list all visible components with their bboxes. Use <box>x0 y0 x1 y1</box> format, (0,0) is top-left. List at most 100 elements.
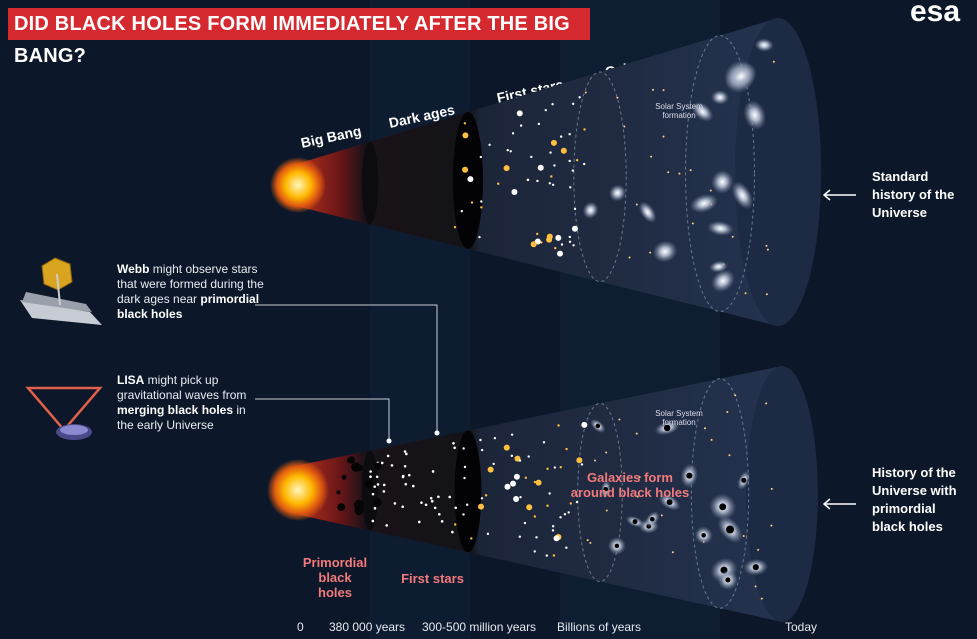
connector <box>255 304 438 440</box>
star <box>373 507 377 510</box>
section <box>577 402 623 583</box>
cone-end <box>746 366 818 622</box>
star <box>407 473 411 477</box>
star <box>731 235 734 238</box>
star <box>518 535 522 538</box>
star <box>404 482 408 486</box>
section <box>685 35 755 313</box>
black-hole <box>337 503 346 512</box>
star <box>689 169 692 172</box>
star <box>628 256 631 259</box>
star <box>533 480 537 484</box>
black-hole <box>373 498 382 507</box>
star <box>386 454 390 458</box>
star <box>770 487 773 490</box>
note-text: might pick up gravitational waves from <box>117 373 247 402</box>
star <box>575 500 579 504</box>
stage-label: Big Bang <box>299 123 362 151</box>
star <box>401 505 404 509</box>
star <box>546 236 553 243</box>
lisa-note: LISA might pick up gravitational waves f… <box>117 373 257 433</box>
star <box>671 551 674 554</box>
star <box>660 514 663 517</box>
star <box>559 465 562 469</box>
star <box>513 495 520 502</box>
star <box>519 495 522 499</box>
star <box>618 418 621 421</box>
star <box>511 188 518 195</box>
connector-dot <box>434 430 440 436</box>
star <box>757 548 760 551</box>
star <box>371 519 375 523</box>
black-hole <box>666 499 673 506</box>
star <box>742 535 745 538</box>
big-bang <box>267 459 329 521</box>
star <box>385 524 389 527</box>
star <box>504 483 511 490</box>
star <box>568 133 571 136</box>
star <box>545 554 549 557</box>
star <box>728 454 731 457</box>
timeline-label: 380 000 years <box>329 620 406 634</box>
star <box>770 524 773 527</box>
star <box>536 179 539 183</box>
star <box>571 102 575 106</box>
star <box>393 502 397 505</box>
star <box>497 182 500 185</box>
star <box>431 470 435 473</box>
star <box>575 158 579 162</box>
galaxy <box>608 184 627 202</box>
black-hole <box>719 503 727 511</box>
galaxy <box>709 260 728 273</box>
star <box>440 520 444 523</box>
arrow <box>822 189 856 510</box>
star <box>605 451 608 454</box>
star <box>492 462 495 466</box>
star <box>572 244 575 247</box>
galaxy <box>743 100 767 130</box>
star <box>766 248 769 251</box>
title: DID BLACK HOLES FORM IMMEDIATELY AFTER T… <box>8 8 590 67</box>
galaxy <box>691 101 714 122</box>
callout: Primordial black holes <box>302 555 368 600</box>
star <box>569 186 572 189</box>
star <box>703 427 706 430</box>
section <box>361 141 379 225</box>
star <box>560 243 564 246</box>
timeline-label: Today <box>785 620 818 634</box>
star <box>493 436 497 440</box>
star <box>533 550 536 553</box>
star <box>772 60 775 63</box>
callout: First stars <box>401 571 464 586</box>
star <box>526 178 530 181</box>
star <box>478 503 485 510</box>
star <box>568 240 572 243</box>
webb-note: Webb might observe stars that were forme… <box>117 262 267 322</box>
timeline-label: 0 <box>297 620 304 634</box>
star <box>375 475 379 479</box>
black-hole <box>649 516 655 522</box>
black-hole <box>663 424 671 432</box>
star <box>454 523 457 526</box>
star <box>650 155 653 158</box>
star <box>480 206 483 209</box>
black-hole <box>701 532 706 538</box>
black-hole <box>364 479 374 489</box>
star <box>484 494 488 497</box>
star <box>506 148 509 152</box>
star <box>581 421 588 428</box>
big-bang <box>270 157 326 213</box>
star <box>580 463 584 466</box>
star <box>460 209 464 213</box>
note-text: might observe stars that were formed dur… <box>117 262 264 306</box>
star <box>526 504 533 511</box>
track-label: History of the Universe with primordial … <box>872 465 957 534</box>
star <box>548 182 552 185</box>
star <box>462 513 465 516</box>
galaxy <box>652 240 678 263</box>
section <box>454 430 482 553</box>
star <box>533 515 537 518</box>
star <box>709 189 712 192</box>
star <box>405 452 408 456</box>
star <box>380 461 384 465</box>
